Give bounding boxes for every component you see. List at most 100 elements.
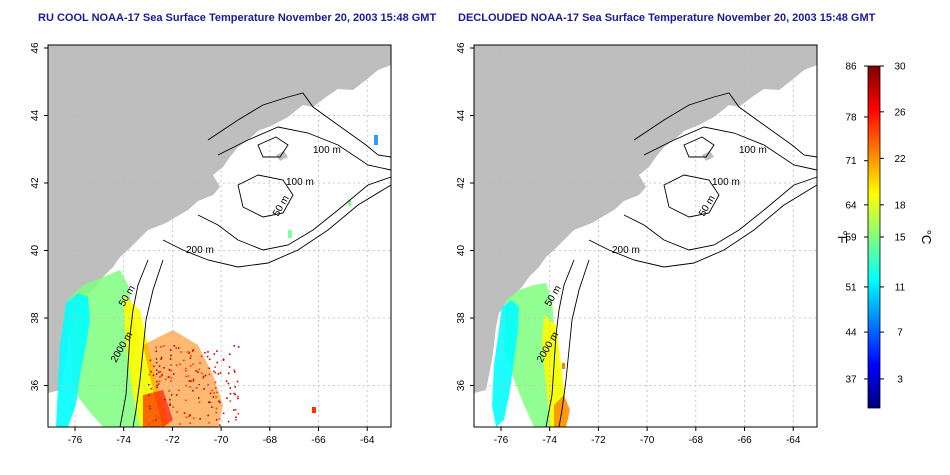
lat-tick-label: 44 [456, 110, 467, 122]
sst-pixel [228, 366, 231, 368]
sst-pixel [229, 353, 231, 355]
sst-pixel [171, 394, 173, 396]
lat-tick-label: 46 [456, 42, 467, 54]
sst-pixel [155, 415, 157, 417]
sst-pixel [155, 361, 158, 364]
sst-pixel [215, 396, 217, 398]
lat-tick-label: 40 [456, 245, 467, 257]
sst-pixel [187, 352, 190, 354]
longitude-axis: -76 -74 -72 -70 -68 -66 -64 [68, 427, 375, 446]
sst-pixel [227, 382, 230, 385]
sst-pixel [159, 403, 162, 405]
island [704, 83, 742, 105]
sst-pixel [187, 375, 190, 377]
sst-pixel [197, 371, 199, 373]
island [742, 60, 774, 75]
isobath [119, 259, 149, 428]
sst-pixel [213, 370, 215, 373]
contour-label: 100 m [286, 177, 314, 188]
f-tick-label: 44 [845, 328, 857, 339]
sst-pixel [153, 365, 155, 368]
island [316, 60, 348, 75]
sst-pixel [233, 409, 235, 411]
sst-pixel [180, 351, 182, 353]
f-tick-label: 86 [845, 62, 857, 73]
sst-pixel [163, 345, 165, 347]
isobath [663, 174, 720, 218]
sst-pixel [159, 376, 161, 378]
map-title-left: RU COOL NOAA-17 Sea Surface Temperature … [38, 12, 437, 24]
sst-pixel [185, 399, 187, 402]
sst-pixel [170, 380, 172, 383]
sst-pixel [202, 375, 205, 378]
sst-pixel [189, 422, 191, 424]
isobath [237, 174, 294, 218]
map-frame [47, 44, 392, 428]
contour-label: 100 m [739, 145, 767, 156]
sst-pixel [237, 346, 240, 348]
island [276, 151, 288, 161]
sst-pixel [204, 351, 206, 354]
sst-pixel [172, 406, 174, 408]
lon-tick-label: -76 [494, 435, 509, 446]
latitude-axis: 46 44 42 40 38 36 [30, 42, 48, 391]
sst-pixel [179, 363, 181, 366]
sst-pixel [150, 370, 152, 373]
sst-pixel [172, 373, 175, 375]
sst-pixel [155, 369, 158, 371]
sst-pixel [198, 368, 201, 371]
isobath [623, 176, 818, 251]
sst-pixel [189, 386, 191, 388]
sst-pixel [213, 392, 215, 394]
sst-pixel [207, 401, 210, 403]
sst-pixel [212, 396, 215, 398]
sst-pixel [179, 423, 181, 425]
isobath [545, 259, 575, 428]
isobath [162, 184, 392, 268]
sst-pixel [165, 378, 167, 381]
sst-pixel [211, 389, 213, 392]
contour-label: 100 m [313, 145, 341, 156]
sst-pixel [170, 354, 172, 357]
sst-pixel [215, 411, 218, 414]
celsius-label: °C [919, 230, 934, 245]
sst-pixel [234, 408, 237, 411]
sst-pixel [185, 375, 187, 378]
sst-pixel [149, 359, 152, 362]
sst-pixel [216, 350, 218, 352]
sst-pixel [148, 394, 150, 397]
sst-pixel [169, 398, 171, 401]
sst-pixel [155, 358, 158, 360]
sst-pixel [204, 374, 207, 377]
sst-pixel [158, 371, 160, 373]
lat-tick-label: 36 [30, 380, 41, 392]
lon-tick-label: -64 [786, 435, 801, 446]
bathymetry-contours [119, 92, 392, 428]
sst-pixel [229, 387, 232, 389]
sst-pixel [161, 401, 164, 404]
sst-pixel [233, 369, 235, 371]
sst-pixel [208, 367, 211, 370]
f-tick-label: 64 [845, 200, 857, 211]
c-tick-label: 11 [895, 282, 906, 293]
sst-pixel [163, 367, 165, 369]
sst-pixel [229, 400, 232, 402]
sst-pixel [189, 357, 192, 360]
sst-pixel [236, 380, 239, 383]
sst-pixel [234, 371, 236, 373]
c-tick-label: 26 [894, 107, 906, 118]
lon-tick-label: -70 [640, 435, 655, 446]
sst-pixel [562, 363, 565, 369]
sst-pixel [160, 356, 163, 359]
sst-pixel [312, 407, 316, 413]
island [278, 83, 316, 105]
sst-pixel [158, 380, 161, 383]
sst-pixel [288, 230, 292, 238]
sst-pixel [168, 376, 170, 378]
lon-tick-label: -66 [311, 435, 326, 446]
sst-pixel [209, 401, 211, 404]
map-title-right: DECLOUDED NOAA-17 Sea Surface Temperatur… [458, 12, 876, 24]
